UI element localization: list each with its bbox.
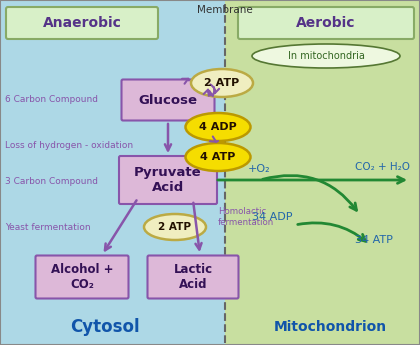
- Ellipse shape: [186, 143, 250, 171]
- Text: Mitochondrion: Mitochondrion: [273, 320, 386, 334]
- Text: Pyruvate
Acid: Pyruvate Acid: [134, 166, 202, 194]
- FancyBboxPatch shape: [121, 79, 215, 120]
- Text: Alcohol +
CO₂: Alcohol + CO₂: [51, 263, 113, 291]
- Text: 34 ATP: 34 ATP: [355, 235, 393, 245]
- Text: Yeast fermentation: Yeast fermentation: [5, 223, 91, 231]
- Text: Homolactic
fermentation: Homolactic fermentation: [218, 207, 274, 227]
- Text: 34 ADP: 34 ADP: [252, 212, 292, 222]
- Text: 2 ATP: 2 ATP: [205, 78, 240, 88]
- Text: 6 Carbon Compound: 6 Carbon Compound: [5, 96, 98, 105]
- Text: Cytosol: Cytosol: [70, 318, 140, 336]
- FancyBboxPatch shape: [36, 256, 129, 298]
- Ellipse shape: [186, 113, 250, 141]
- FancyBboxPatch shape: [238, 7, 414, 39]
- Text: CO₂ + H₂O: CO₂ + H₂O: [355, 162, 410, 172]
- FancyBboxPatch shape: [119, 156, 217, 204]
- Ellipse shape: [191, 69, 253, 97]
- Text: Anaerobic: Anaerobic: [42, 16, 121, 30]
- Text: Loss of hydrogen - oxidation: Loss of hydrogen - oxidation: [5, 140, 133, 149]
- Text: Membrane: Membrane: [197, 5, 252, 15]
- Text: 2 ATP: 2 ATP: [158, 222, 192, 232]
- Bar: [225, 0, 420, 345]
- Text: 4 ADP: 4 ADP: [199, 122, 237, 132]
- Ellipse shape: [252, 44, 400, 68]
- Text: +O₂: +O₂: [248, 164, 270, 174]
- Text: Lactic
Acid: Lactic Acid: [173, 263, 213, 291]
- Ellipse shape: [144, 214, 206, 240]
- FancyBboxPatch shape: [6, 7, 158, 39]
- Text: 4 ATP: 4 ATP: [200, 152, 236, 162]
- Text: In mitochondria: In mitochondria: [288, 51, 365, 61]
- Bar: [0, 0, 225, 345]
- FancyBboxPatch shape: [147, 256, 239, 298]
- Text: Aerobic: Aerobic: [296, 16, 356, 30]
- Text: 3 Carbon Compound: 3 Carbon Compound: [5, 177, 98, 187]
- Text: Glucose: Glucose: [139, 93, 197, 107]
